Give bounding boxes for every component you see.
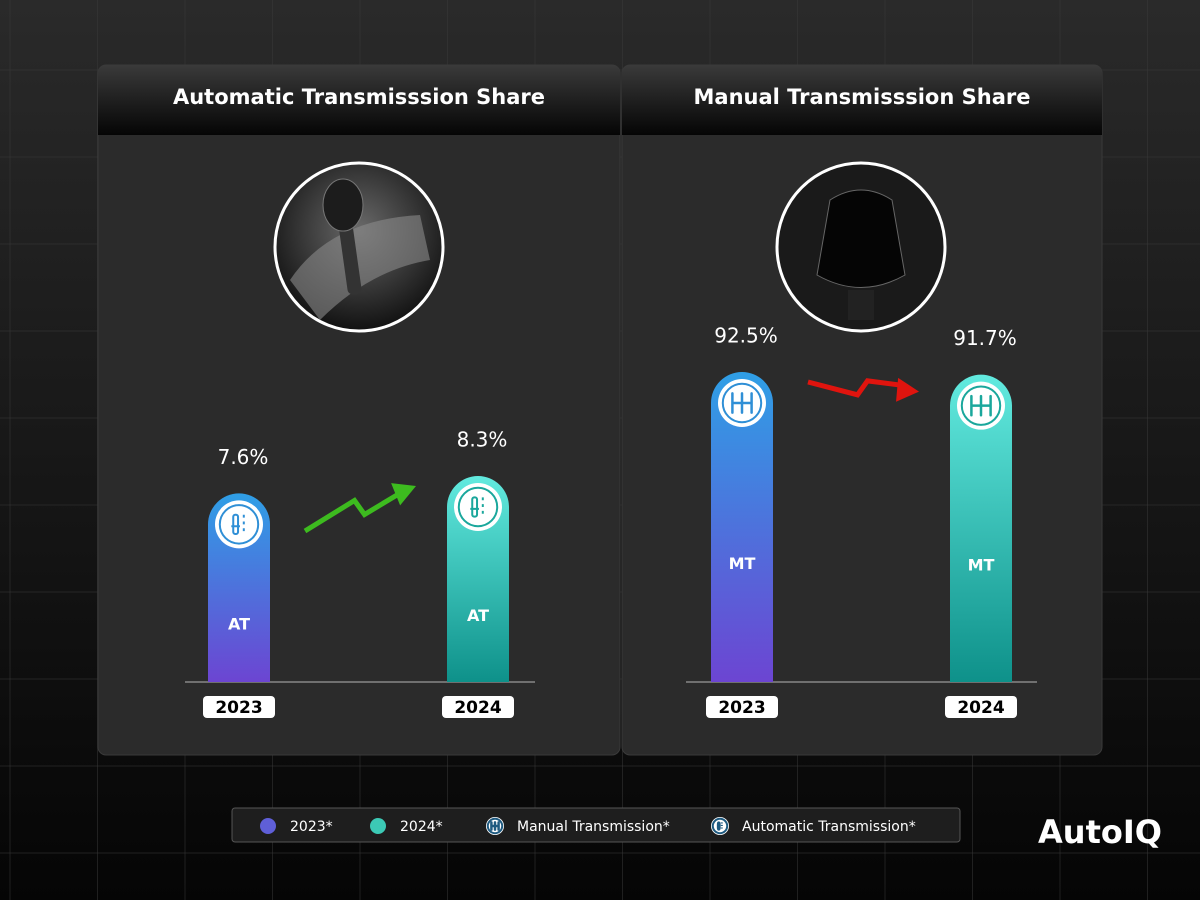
legend-box xyxy=(231,807,961,843)
chart: Manual Transmisssion Share MT 92.5% 2023 MT 9… xyxy=(686,85,1037,718)
trend-arrowhead xyxy=(896,377,919,402)
icon xyxy=(721,382,763,424)
brand: AutoIQ xyxy=(1038,813,1162,851)
icon xyxy=(717,822,723,829)
chart: Automatic Transmisssion Share AT 7.6% 2023 A… xyxy=(173,85,545,718)
category-pill xyxy=(442,696,514,718)
photo-detail xyxy=(848,290,874,320)
panel-left xyxy=(97,64,621,756)
panel-right xyxy=(621,64,1103,756)
bar-label: MT xyxy=(729,554,756,573)
legend-icon xyxy=(711,817,729,835)
bar xyxy=(950,374,1012,682)
x-tick-label: 2024 xyxy=(454,698,501,718)
charts: Automatic Transmisssion Share AT 7.6% 2023 A… xyxy=(173,85,1037,718)
bar-label: AT xyxy=(467,606,489,625)
icon xyxy=(970,394,992,417)
bar xyxy=(711,372,773,682)
legend-label: Automatic Transmission* xyxy=(742,819,916,835)
bar xyxy=(447,476,509,682)
panel-header xyxy=(98,65,620,135)
value-label: 92.5% xyxy=(714,324,778,348)
bar-label: AT xyxy=(228,615,250,634)
value-label: 8.3% xyxy=(457,428,508,452)
icon xyxy=(471,496,479,518)
legend-label: Manual Transmission* xyxy=(517,819,670,835)
icon xyxy=(218,504,260,545)
photo-detail xyxy=(816,189,906,288)
legend-label: 2023* xyxy=(290,819,333,835)
trend-arrow xyxy=(303,489,404,534)
icon xyxy=(457,486,499,528)
category-pill xyxy=(945,696,1017,718)
icon xyxy=(960,385,1002,426)
legend-label: 2024* xyxy=(400,819,443,835)
icon xyxy=(731,392,753,414)
icon xyxy=(232,513,240,535)
panel-header xyxy=(622,65,1102,135)
x-tick-label: 2024 xyxy=(957,698,1004,718)
value-label: 7.6% xyxy=(218,445,269,469)
photo-detail xyxy=(322,178,364,232)
icon xyxy=(231,514,245,532)
icon xyxy=(490,821,500,831)
icon xyxy=(470,497,484,514)
x-tick-label: 2023 xyxy=(215,698,262,718)
value-label: 91.7% xyxy=(953,326,1017,350)
legend-icon xyxy=(486,817,504,835)
photo-detail xyxy=(290,215,430,320)
trend-arrowhead xyxy=(391,483,416,506)
icon xyxy=(711,817,729,835)
category-pill xyxy=(706,696,778,718)
bar-label: MT xyxy=(968,555,995,574)
chart-title: Automatic Transmisssion Share xyxy=(173,85,545,109)
legend-swatch xyxy=(260,818,276,834)
x-tick-label: 2023 xyxy=(718,698,765,718)
category-pill xyxy=(203,696,275,718)
icon xyxy=(486,817,504,835)
legend: 2023* 2024* Manual Transmission* Automatic … xyxy=(260,817,916,835)
trend-arrow xyxy=(807,378,906,398)
chart-title: Manual Transmisssion Share xyxy=(694,85,1031,109)
legend-swatch xyxy=(370,818,386,834)
